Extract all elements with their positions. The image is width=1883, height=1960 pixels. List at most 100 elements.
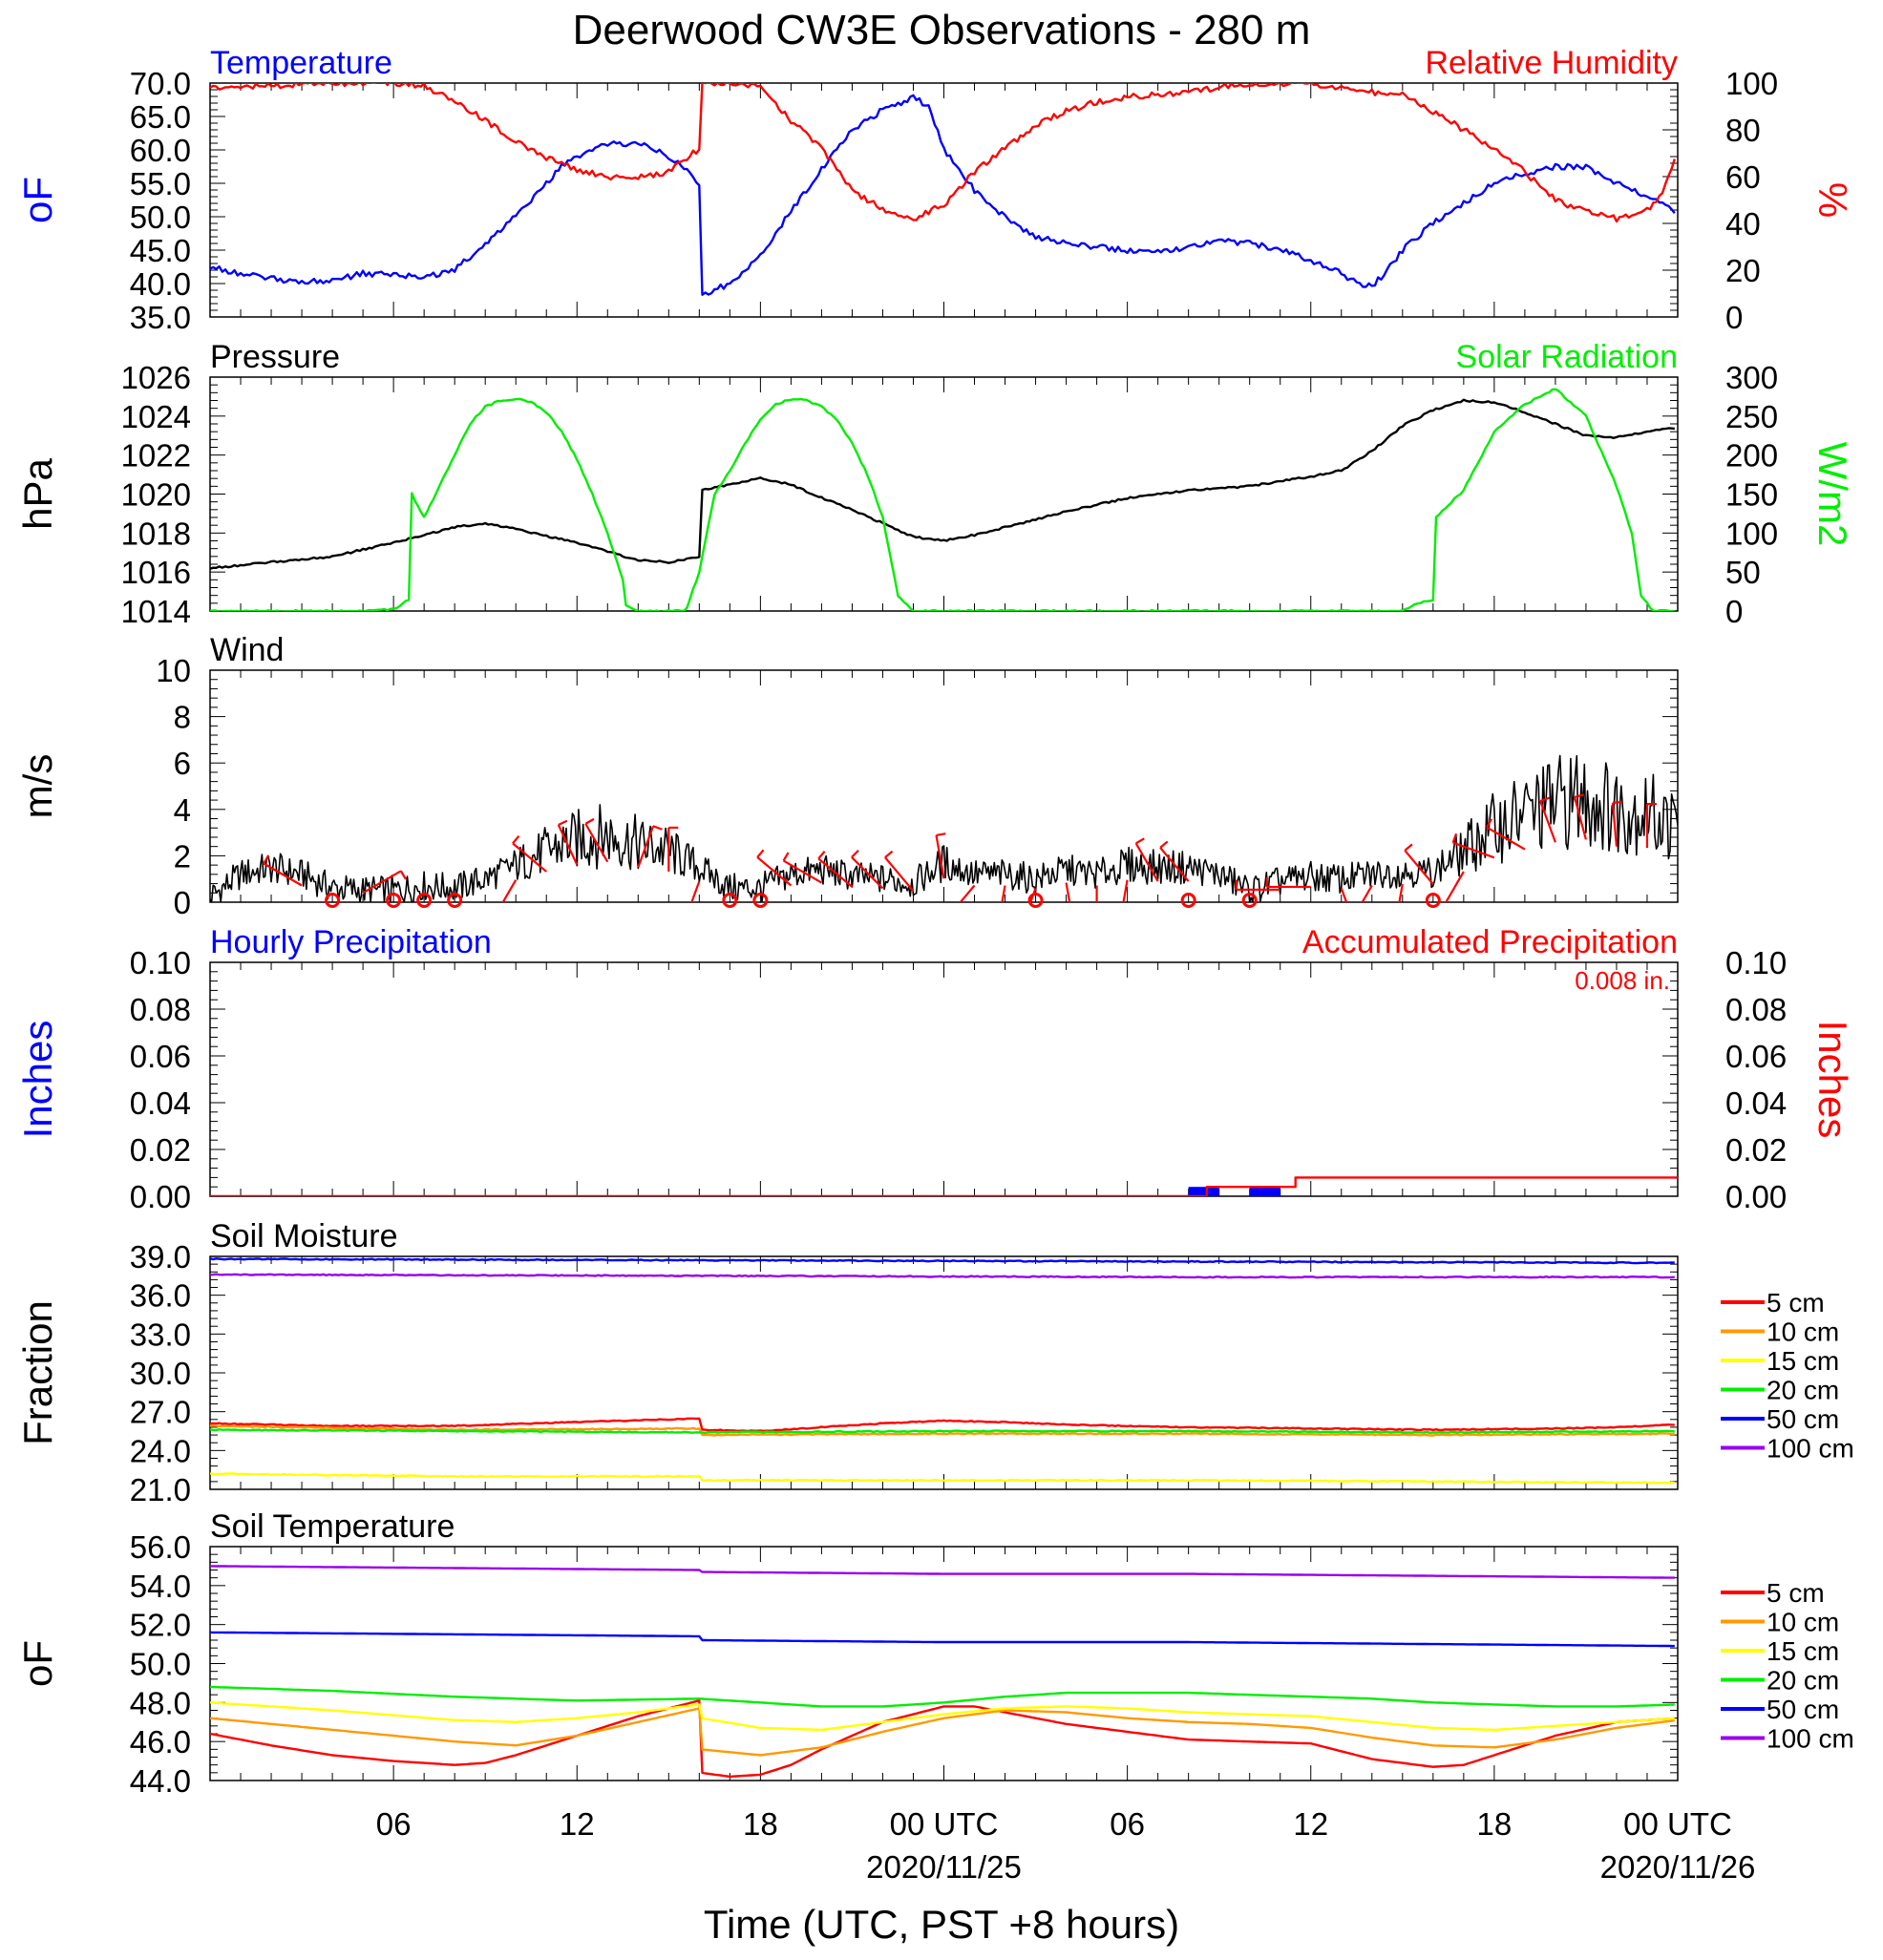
y-tick-label-left: 36.0 xyxy=(130,1278,191,1314)
legend-label: 10 cm xyxy=(1767,1317,1839,1347)
legend-label: 20 cm xyxy=(1767,1376,1839,1405)
y-tick-label-right: 0.08 xyxy=(1725,992,1787,1027)
y-tick-label-right: 0.02 xyxy=(1725,1132,1787,1168)
y-tick-label-left: 30.0 xyxy=(130,1356,191,1391)
calm-wind-circle xyxy=(1425,893,1441,908)
y-tick-label-left: 24.0 xyxy=(130,1433,191,1468)
legend-label: 100 cm xyxy=(1767,1434,1854,1464)
calm-wind-circle xyxy=(1241,893,1258,908)
y-tick-label-left: 60.0 xyxy=(130,133,191,168)
figure-title: Deerwood CW3E Observations - 280 m xyxy=(573,7,1311,53)
y-axis-label-right: Inches xyxy=(1810,1021,1855,1139)
wind-barb-flag xyxy=(1135,837,1145,845)
y-tick-label-right: 60 xyxy=(1725,159,1761,195)
y-tick-label-left: 2 xyxy=(174,838,191,874)
series-line-wind-0 xyxy=(210,754,1678,902)
x-tick-label: 06 xyxy=(376,1806,412,1842)
y-axis-label-right: W/m2 xyxy=(1810,442,1855,547)
y-tick-label-left: 10 xyxy=(156,653,191,688)
y-tick-label-left: 45.0 xyxy=(130,233,191,268)
y-tick-label-left: 21.0 xyxy=(130,1472,191,1507)
wind-barb xyxy=(1573,796,1588,840)
wind-barb xyxy=(1001,885,1006,902)
wind-barb xyxy=(1122,879,1129,902)
series-line-15-cm xyxy=(210,1701,1675,1732)
y-tick-label-right: 20 xyxy=(1725,253,1761,288)
wind-barb xyxy=(1611,802,1619,847)
wind-barb xyxy=(501,879,518,902)
series-line-5-cm xyxy=(210,1699,1675,1779)
panel-precip: 0.00 0.02 0.04 0.06 0.08 0.10 0.00 0.02 0.04 0.06… xyxy=(15,924,1855,1214)
calm-wind-circle xyxy=(722,893,738,908)
panel-temp_rh: 35.040.045.050.055.060.065.070.0 0 20 40 60 8… xyxy=(15,45,1855,335)
calm-wind-circle xyxy=(416,893,433,908)
y-tick-label-left: 8 xyxy=(174,700,191,735)
panel-wind: 0 2 4 6 8 10 Wind m/s xyxy=(15,632,1679,920)
wind-barb xyxy=(637,825,655,868)
wind-barb xyxy=(557,824,579,866)
y-tick-label-right: 0.10 xyxy=(1725,945,1787,980)
wind-barb-flag xyxy=(884,850,894,858)
legend-label: 5 cm xyxy=(1767,1288,1825,1317)
series-line-50-cm xyxy=(210,1257,1675,1265)
y-axis-label-left: oF xyxy=(15,177,60,223)
wind-barb xyxy=(851,856,884,890)
y-tick-label-right: 80 xyxy=(1725,113,1761,148)
series-line-100-cm xyxy=(210,1273,1675,1279)
plot-area xyxy=(210,1257,1675,1485)
series-line-100-cm xyxy=(210,1565,1675,1579)
y-tick-label-left: 70.0 xyxy=(130,66,191,101)
wind-barb xyxy=(263,862,303,887)
legend-label: 15 cm xyxy=(1767,1636,1839,1666)
panel-title-right: Relative Humidity xyxy=(1425,45,1678,81)
wind-barb-flag xyxy=(936,832,946,836)
y-tick-label-right: 200 xyxy=(1725,438,1778,474)
plot-area xyxy=(210,1565,1675,1779)
wind-barb-flag xyxy=(1539,796,1550,803)
wind-barb-flag xyxy=(1574,793,1584,799)
y-tick-label-left: 4 xyxy=(174,792,191,828)
panel-soil_moisture: 21.0 24.027.0 30.0 33.036.039.0 Soil Moistur… xyxy=(15,1218,1854,1507)
series-line-20-cm xyxy=(210,1685,1675,1708)
x-tick-label: 18 xyxy=(1477,1806,1513,1842)
y-tick-label-left: 54.0 xyxy=(130,1569,191,1604)
plot-area xyxy=(210,1176,1678,1196)
y-tick-label-left: 1016 xyxy=(121,555,191,590)
y-tick-label-right: 150 xyxy=(1725,477,1778,513)
y-tick-label-left: 35.0 xyxy=(130,300,191,335)
panel-title-right: Solar Radiation xyxy=(1456,339,1678,375)
y-tick-label-left: 44.0 xyxy=(130,1763,191,1799)
wind-barb-flag xyxy=(263,854,270,865)
wind-barb-flag xyxy=(782,852,790,862)
calm-wind-circle xyxy=(325,893,341,908)
y-tick-label-left: 0.08 xyxy=(130,992,191,1027)
series-line-temp_rh-1 xyxy=(210,83,1676,223)
wind-barb-flag xyxy=(1451,832,1458,843)
wind-barb xyxy=(1452,841,1495,859)
series-line-temp_rh-0 xyxy=(210,94,1676,296)
x-axis-label: Time (UTC, PST +8 hours) xyxy=(704,1902,1179,1947)
wind-barb-flag xyxy=(817,851,826,860)
wind-barb xyxy=(512,842,547,873)
y-tick-label-right: 50 xyxy=(1725,555,1761,590)
time-axis: 06 12 18 00 UTC 2020/11/25 06 12 18 00 UTC 2020/1… xyxy=(376,1806,1756,1885)
hourly-precip-bar xyxy=(1188,1187,1219,1196)
y-tick-label-left: 6 xyxy=(174,746,191,781)
wind-barb-flag xyxy=(1486,818,1493,829)
y-tick-label-left: 48.0 xyxy=(130,1685,191,1720)
panel-title-left: Soil Temperature xyxy=(210,1508,455,1545)
wind-barb-flag xyxy=(558,819,568,826)
wind-barb xyxy=(884,856,915,893)
y-tick-label-left: 50.0 xyxy=(130,200,191,235)
y-tick-label-right: 250 xyxy=(1725,399,1778,434)
y-tick-label-left: 0.02 xyxy=(130,1132,191,1168)
calm-wind-circle xyxy=(447,893,463,908)
y-tick-label-right: 300 xyxy=(1725,360,1778,395)
y-tick-label-left: 1026 xyxy=(121,360,191,395)
calm-wind-circle xyxy=(1180,893,1196,908)
wind-barb-flag xyxy=(512,834,520,845)
x-tick-date: 2020/11/26 xyxy=(1600,1849,1756,1885)
x-tick-label: 12 xyxy=(1293,1806,1328,1842)
